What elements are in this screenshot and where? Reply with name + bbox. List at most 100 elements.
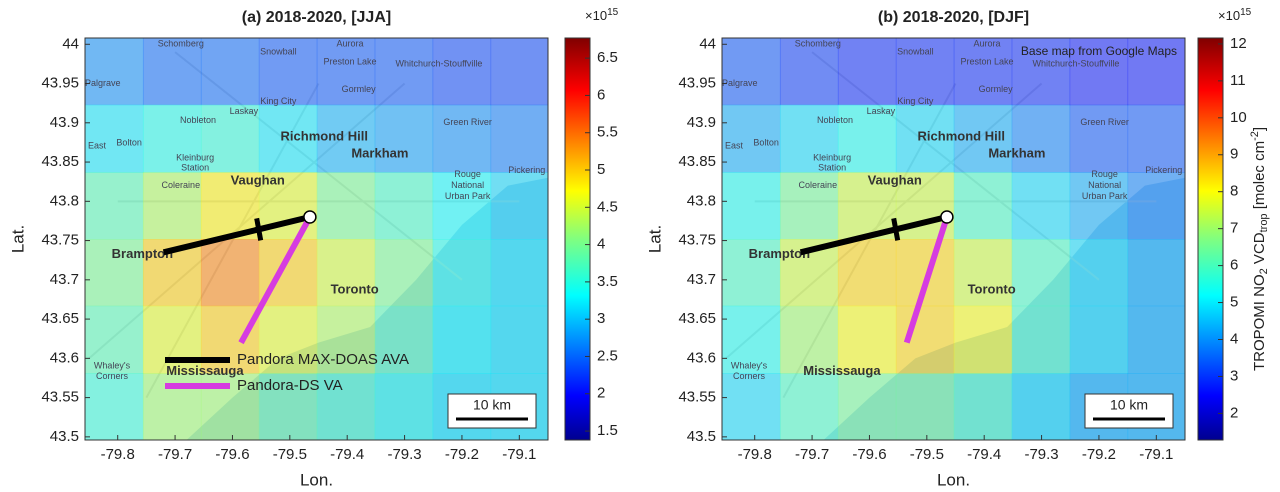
place-label: Toronto [331, 281, 379, 296]
colorbar-tick-label: 5 [1230, 294, 1238, 311]
place-label: Schomberg [158, 39, 204, 49]
heat-cell [491, 306, 549, 374]
heat-cell [433, 239, 491, 306]
place-label: Richmond Hill [281, 128, 368, 143]
place-label: King City [897, 96, 934, 106]
heat-cell [85, 38, 143, 105]
x-tick-label: -79.7 [158, 446, 192, 463]
colorbar-label-part: trop [1258, 213, 1270, 232]
heat-cell [433, 38, 491, 105]
place-label: National [1088, 180, 1121, 190]
heat-cell [1128, 172, 1186, 239]
place-label: Corners [96, 371, 129, 381]
heat-cell [896, 373, 954, 440]
heat-cell [896, 239, 954, 306]
colorbar-tick-label: 6 [597, 86, 605, 103]
heat-cell [838, 38, 896, 105]
heat-cell [1070, 306, 1128, 374]
colorbar-tick-label: 12 [1230, 35, 1247, 52]
x-tick-label: -79.8 [738, 446, 772, 463]
place-label: Snowball [897, 47, 934, 57]
place-label: Urban Park [445, 191, 491, 201]
y-tick-label: 43.55 [678, 389, 716, 406]
y-tick-label: 43.55 [41, 389, 79, 406]
x-tick-label: -79.3 [1024, 446, 1058, 463]
heat-cell [491, 172, 549, 239]
y-tick-label: 44 [62, 35, 79, 52]
colorbar-tick-label: 4.5 [597, 198, 618, 215]
colorbar-multiplier: ×1015 [1218, 7, 1252, 24]
heat-cell [375, 105, 433, 173]
colorbar-tick-label: 3 [597, 310, 605, 327]
x-tick-label: -79.8 [101, 446, 135, 463]
colorbar-tick-label: 4 [597, 236, 605, 253]
colorbar-label-part: -2 [1249, 131, 1261, 141]
place-label: Kleinburg [813, 153, 851, 163]
place-label: National [451, 180, 484, 190]
colorbar-tick-label: 5 [597, 161, 605, 178]
legend-label: Pandora MAX-DOAS AVA [237, 351, 409, 368]
heat-cell [954, 373, 1012, 440]
x-tick-label: -79.3 [387, 446, 421, 463]
chart-title: (b) 2018-2020, [DJF] [878, 9, 1029, 26]
colorbar-tick-label: 4 [1230, 330, 1238, 347]
place-label: Gormley [342, 84, 377, 94]
colorbar-tick-label: 6.5 [597, 49, 618, 66]
place-label: Nobleton [817, 115, 853, 125]
place-label: Whaley's [731, 361, 768, 371]
heat-cell [1128, 306, 1186, 374]
place-label: Vaughan [868, 172, 922, 187]
colorbar-tick-label: 2.5 [597, 347, 618, 364]
heat-cell [375, 373, 433, 440]
x-tick-label: -79.7 [795, 446, 829, 463]
y-tick-label: 43.9 [50, 114, 79, 131]
y-tick-label: 43.8 [687, 192, 716, 209]
heat-cell [1012, 373, 1070, 440]
heat-cell [201, 38, 259, 105]
place-label: Palgrave [85, 78, 121, 88]
colorbar-tick-label: 2 [1230, 404, 1238, 421]
x-tick-label: -79.5 [273, 446, 307, 463]
place-label: Bolton [753, 138, 779, 148]
colorbar-label-part: TROPOMI NO [1251, 274, 1268, 371]
colorbar-tick-label: 9 [1230, 146, 1238, 163]
place-label: Gormley [979, 84, 1014, 94]
place-label: Mississauga [166, 363, 244, 378]
heat-cell [85, 172, 143, 239]
y-tick-label: 43.5 [687, 428, 716, 445]
place-label: Brampton [112, 246, 173, 261]
colorbar-label-part: VCD [1251, 232, 1268, 268]
place-label: Bolton [116, 138, 142, 148]
place-label: Coleraine [162, 180, 201, 190]
y-tick-label: 43.7 [50, 271, 79, 288]
colorbar [565, 38, 590, 440]
colorbar-label-part: ] [1251, 127, 1268, 131]
place-label: Nobleton [180, 115, 216, 125]
heat-cell [375, 172, 433, 239]
place-label: Palgrave [722, 78, 758, 88]
heat-cell [1070, 239, 1128, 306]
colorbar-label: TROPOMI NO2 VCDtrop [molec cm-2] [1249, 127, 1270, 371]
place-label: Aurora [337, 39, 364, 49]
place-label: Toronto [968, 281, 1016, 296]
site-marker [304, 211, 316, 223]
heat-cell [722, 172, 780, 239]
place-label: Markham [988, 146, 1045, 161]
scalebar-label: 10 km [1110, 397, 1148, 413]
x-tick-label: -79.2 [1082, 446, 1116, 463]
heat-cell [1012, 239, 1070, 306]
heat-cell [375, 38, 433, 105]
place-label: Schomberg [795, 39, 841, 49]
y-tick-label: 43.9 [687, 114, 716, 131]
colorbar [1198, 38, 1223, 440]
y-tick-label: 43.75 [678, 232, 716, 249]
place-label: Station [818, 163, 846, 173]
place-label: Snowball [260, 47, 297, 57]
place-label: Urban Park [1082, 191, 1128, 201]
scalebar-label: 10 km [473, 397, 511, 413]
figure: SchombergSnowballAuroraPreston LakeWhitc… [0, 0, 1280, 492]
multiplier-base: ×10 [1218, 8, 1240, 23]
place-label: Whaley's [94, 361, 131, 371]
colorbar-tick-label: 8 [1230, 183, 1238, 200]
heat-cell [1012, 105, 1070, 173]
